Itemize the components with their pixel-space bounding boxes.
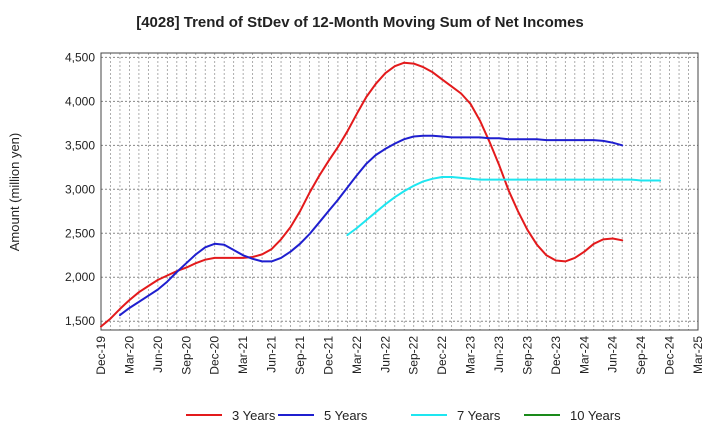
x-tick-label: Mar-23 <box>464 336 478 374</box>
x-tick-label: Mar-22 <box>350 336 364 374</box>
y-tick-label: 3,000 <box>65 182 95 196</box>
x-tick-label: Jun-21 <box>265 336 279 373</box>
y-tick-label: 1,500 <box>65 314 95 328</box>
x-tick-label: Jun-22 <box>378 336 392 373</box>
x-tick-label: Jun-23 <box>492 336 506 373</box>
x-tick-label: Mar-25 <box>691 336 705 374</box>
y-axis-label: Amount (million yen) <box>7 133 22 252</box>
x-tick-label: Jun-24 <box>606 336 620 373</box>
x-tick-label: Sep-24 <box>634 336 648 375</box>
plot-frame <box>100 52 699 331</box>
y-tick-label: 2,500 <box>65 226 95 240</box>
x-tick-label: Dec-21 <box>321 336 335 375</box>
chart-title: [4028] Trend of StDev of 12-Month Moving… <box>136 14 584 31</box>
y-tick-label: 4,000 <box>65 94 95 108</box>
x-tick-label: Sep-21 <box>293 336 307 375</box>
x-tick-label: Jun-20 <box>151 336 165 373</box>
x-tick-label: Mar-24 <box>577 336 591 374</box>
legend: 3 Years 5 Years 7 Years 10 Years <box>0 405 720 427</box>
series-line-2 <box>119 134 624 317</box>
legend-label: 3 Years <box>232 407 276 423</box>
x-tick-label: Dec-23 <box>549 336 563 375</box>
y-tick-label: 4,500 <box>65 50 95 64</box>
series-line-1 <box>100 61 624 328</box>
legend-label: 10 Years <box>570 407 621 423</box>
x-tick-label: Sep-23 <box>520 336 534 375</box>
legend-label: 5 Years <box>324 407 368 423</box>
legend-item: 7 Years <box>411 405 500 425</box>
x-tick-label: Dec-20 <box>208 336 222 375</box>
legend-item: 3 Years <box>186 405 275 425</box>
x-tick-label: Sep-20 <box>179 336 193 375</box>
legend-swatch <box>524 414 560 416</box>
x-tick-label: Mar-21 <box>236 336 250 374</box>
x-tick-label: Dec-19 <box>94 336 108 375</box>
legend-item: 10 Years <box>524 405 621 425</box>
x-tick-label: Mar-20 <box>122 336 136 374</box>
legend-label: 7 Years <box>457 407 501 423</box>
x-tick-label: Dec-24 <box>663 336 677 375</box>
legend-swatch <box>411 414 447 416</box>
y-tick-label: 2,000 <box>65 270 95 284</box>
legend-swatch <box>278 414 314 416</box>
legend-item: 5 Years <box>278 405 367 425</box>
y-tick-label: 3,500 <box>65 138 95 152</box>
x-tick-label: Dec-22 <box>435 336 449 375</box>
series-line-3 <box>346 176 662 236</box>
x-tick-label: Sep-22 <box>407 336 421 375</box>
legend-swatch <box>186 414 222 416</box>
